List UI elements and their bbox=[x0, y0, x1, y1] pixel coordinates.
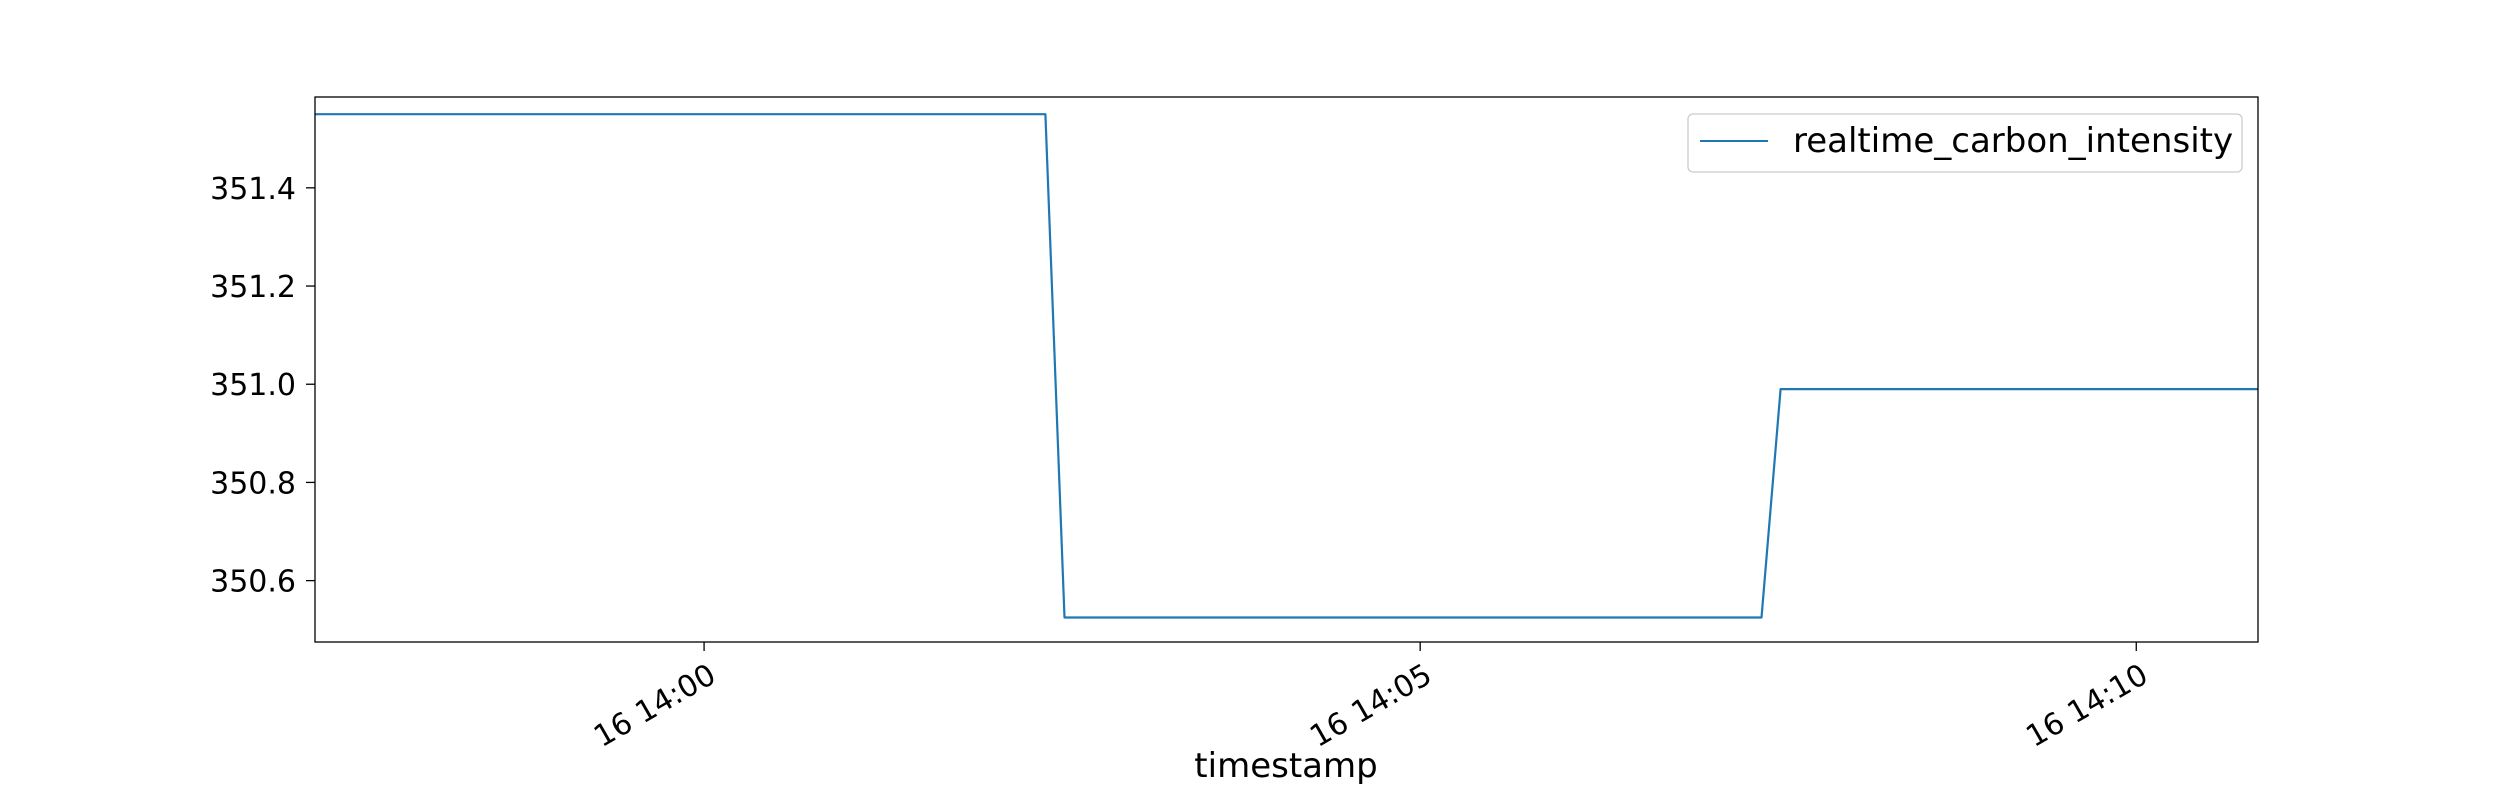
plot-frame bbox=[314, 96, 2259, 643]
x-axis-label: timestamp bbox=[1194, 746, 1377, 786]
x-tick-label: 16 14:05 bbox=[1304, 657, 1438, 754]
y-tick-label: 351.2 bbox=[210, 270, 296, 305]
y-tick-label: 350.6 bbox=[210, 565, 296, 600]
y-tick-label: 350.8 bbox=[210, 466, 296, 501]
series-line bbox=[315, 113, 2258, 619]
series-layer bbox=[315, 113, 2258, 619]
legend-label: realtime_carbon_intensity bbox=[1793, 121, 2233, 161]
legend: realtime_carbon_intensity bbox=[1687, 113, 2243, 173]
x-axis-ticks: 16 14:00 16 14:05 16 14:10 bbox=[588, 642, 2154, 755]
y-axis-ticks: 350.6 350.8 351.0 351.2 351.4 bbox=[210, 172, 315, 600]
y-tick-label: 351.4 bbox=[210, 172, 296, 207]
legend-box bbox=[1687, 113, 2243, 173]
x-tick-label: 16 14:00 bbox=[588, 657, 722, 754]
x-tick-label: 16 14:10 bbox=[2020, 657, 2154, 754]
plot-background bbox=[315, 97, 2258, 642]
y-tick-label: 351.0 bbox=[210, 368, 296, 403]
